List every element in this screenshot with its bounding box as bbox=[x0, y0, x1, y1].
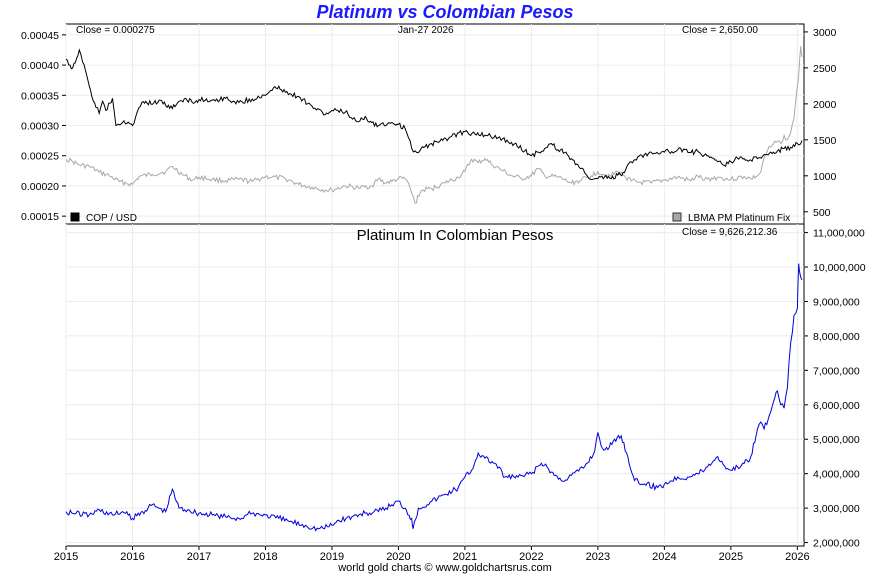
top-right-tick-label: 2000 bbox=[813, 99, 837, 111]
top-right-close: Close = 2,650.00 bbox=[682, 25, 758, 36]
top-right-tick-label: 1500 bbox=[813, 135, 837, 147]
bottom-right-tick-label: 7,000,000 bbox=[813, 365, 860, 377]
bottom-right-tick-label: 2,000,000 bbox=[813, 538, 860, 550]
top-panel-frame bbox=[65, 23, 805, 225]
x-tick-label: 2018 bbox=[253, 551, 277, 563]
bottom-right-tick-label: 4,000,000 bbox=[813, 469, 860, 481]
cop-usd-line bbox=[65, 48, 803, 181]
x-tick-label: 2015 bbox=[54, 551, 78, 563]
x-tick-label: 2020 bbox=[386, 551, 410, 563]
bottom-right-tick-label: 10,000,000 bbox=[813, 262, 866, 274]
bottom-right-tick-label: 3,000,000 bbox=[813, 503, 860, 515]
top-left-tick-label: 0.00040 bbox=[21, 60, 59, 72]
top-series bbox=[65, 46, 803, 204]
platinum-usd-line bbox=[65, 46, 803, 204]
bottom-right-close: Close = 9,626,212.36 bbox=[682, 227, 778, 238]
bottom-right-tick-label: 9,000,000 bbox=[813, 296, 860, 308]
chart-title: Platinum vs Colombian Pesos bbox=[316, 2, 574, 22]
bottom-right-tick-label: 8,000,000 bbox=[813, 331, 860, 343]
bottom-panel-title: Platinum In Colombian Pesos bbox=[357, 227, 554, 244]
top-left-tick-label: 0.00025 bbox=[21, 151, 59, 163]
top-left-tick-label: 0.00035 bbox=[21, 90, 59, 102]
x-tick-label: 2024 bbox=[652, 551, 676, 563]
bottom-series bbox=[65, 263, 803, 532]
top-right-tick-label: 500 bbox=[813, 207, 831, 219]
top-left-tick-label: 0.00045 bbox=[21, 30, 59, 42]
top-right-tick-label: 1000 bbox=[813, 171, 837, 183]
x-tick-label: 2025 bbox=[719, 551, 743, 563]
top-right-y-axis: 500 1000 1500 2000 2500 3000 bbox=[804, 27, 837, 219]
x-axis: 2015 2016 2017 2018 2019 2020 2021 2022 2023 2024… bbox=[54, 546, 810, 563]
top-left-tick-label: 0.00020 bbox=[21, 181, 59, 193]
bottom-panel: 2,000,000 3,000,000 4,000,000 5,000,000 6,00… bbox=[65, 223, 866, 550]
x-tick-label: 2022 bbox=[519, 551, 543, 563]
top-right-tick-label: 3000 bbox=[813, 27, 837, 39]
top-panel: 0.00015 0.00020 0.00025 0.00030 0.00035 0.000… bbox=[21, 23, 837, 225]
x-tick-label: 2019 bbox=[320, 551, 344, 563]
x-tick-label: 2016 bbox=[120, 551, 144, 563]
legend-platinum-swatch bbox=[672, 212, 682, 222]
bottom-right-tick-label: 5,000,000 bbox=[813, 434, 860, 446]
x-tick-label: 2026 bbox=[785, 551, 809, 563]
legend-cop-usd-label: COP / USD bbox=[86, 213, 137, 224]
bottom-right-tick-label: 6,000,000 bbox=[813, 400, 860, 412]
top-date-label: Jan-27 2026 bbox=[398, 25, 454, 36]
top-left-close: Close = 0.000275 bbox=[76, 25, 155, 36]
x-tick-label: 2021 bbox=[453, 551, 477, 563]
top-left-tick-label: 0.00030 bbox=[21, 121, 59, 133]
bottom-right-y-axis: 2,000,000 3,000,000 4,000,000 5,000,000 6,00… bbox=[804, 228, 866, 550]
top-right-tick-label: 2500 bbox=[813, 63, 837, 75]
top-left-y-axis: 0.00015 0.00020 0.00025 0.00030 0.00035 0.000… bbox=[21, 30, 66, 223]
bottom-gridlines bbox=[65, 224, 804, 546]
x-tick-label: 2017 bbox=[187, 551, 211, 563]
chart-credit: world gold charts © www.goldchartsrus.co… bbox=[338, 562, 552, 574]
legend-cop-usd-swatch bbox=[70, 212, 80, 222]
legend-platinum-label: LBMA PM Platinum Fix bbox=[688, 213, 790, 224]
top-left-tick-label: 0.00015 bbox=[21, 211, 59, 223]
platinum-cop-line bbox=[65, 263, 803, 532]
bottom-right-tick-label: 11,000,000 bbox=[813, 228, 865, 240]
x-tick-label: 2023 bbox=[586, 551, 610, 563]
top-gridlines bbox=[65, 24, 804, 224]
